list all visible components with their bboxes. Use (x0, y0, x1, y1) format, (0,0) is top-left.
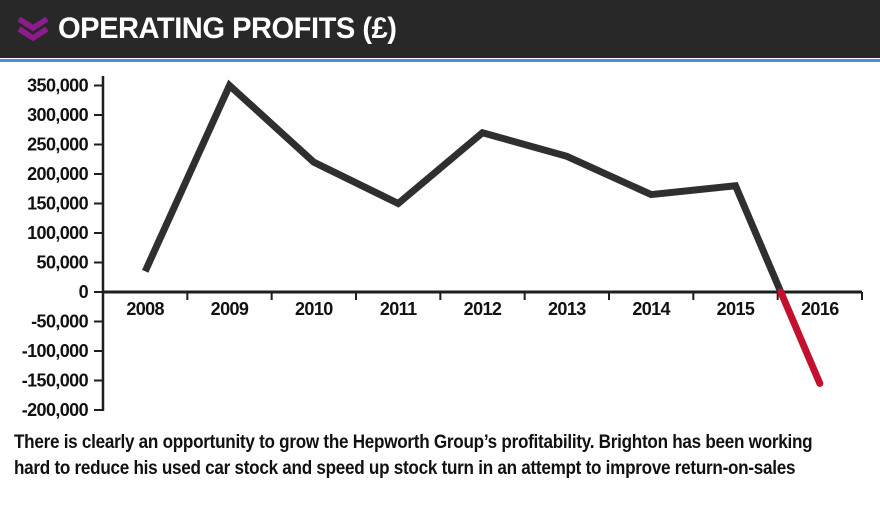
page-title: OPERATING PROFITS (£) (58, 12, 397, 45)
y-tick-label: 50,000 (37, 253, 89, 273)
x-tick-label: 2015 (717, 299, 755, 319)
caption-line-2: hard to reduce his used car stock and sp… (14, 458, 796, 479)
x-tick-label: 2008 (126, 299, 164, 319)
profit-line-negative (777, 288, 824, 387)
y-tick-label: 350,000 (27, 76, 88, 96)
header-accent-line (0, 59, 880, 62)
y-tick-label: 200,000 (27, 164, 88, 184)
y-tick-label: 0 (79, 282, 89, 302)
x-tick-label: 2013 (548, 299, 586, 319)
chevron-stroke-bottom (17, 26, 49, 41)
header-bar: OPERATING PROFITS (£) (0, 0, 880, 58)
y-tick-label: 100,000 (27, 223, 88, 243)
x-tick-label: 2016 (801, 299, 839, 319)
y-tick-label: 150,000 (27, 194, 88, 214)
x-tick-label: 2014 (632, 299, 670, 319)
y-tick-label: -50,000 (31, 312, 88, 332)
y-tick-label: 250,000 (27, 135, 88, 155)
double-chevron-down-icon (17, 17, 49, 41)
x-tick-label: 2009 (211, 299, 249, 319)
chevron-stroke-top (17, 17, 49, 32)
profit-line-chart: 350,000 300,000 250,000 200,000 150,000 100,0… (22, 76, 863, 420)
x-tick-label: 2012 (464, 299, 502, 319)
x-tick-label: 2010 (295, 299, 333, 319)
y-tick-label: -150,000 (22, 371, 89, 391)
profit-line-positive (142, 79, 785, 294)
y-tick-label: -200,000 (22, 400, 89, 420)
y-tick-label: 300,000 (27, 105, 88, 125)
x-tick-label: 2011 (380, 299, 417, 319)
y-tick-label: -100,000 (22, 341, 89, 361)
caption-line-1: There is clearly an opportunity to grow … (14, 432, 813, 453)
caption: There is clearly an opportunity to grow … (14, 430, 880, 482)
